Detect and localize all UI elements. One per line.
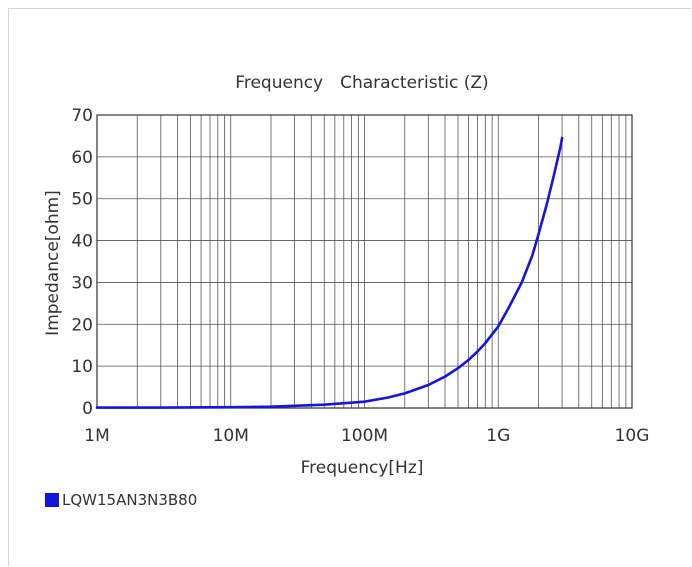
y-tick-label: 40 (71, 232, 93, 252)
y-tick-label: 70 (71, 106, 93, 126)
y-tick-label: 50 (71, 190, 93, 210)
y-tick-label: 30 (71, 273, 93, 293)
chart-title: Frequency Characteristic (Z) (235, 73, 488, 93)
y-tick-label: 0 (82, 399, 93, 419)
series-line-lqw15an3n3b80 (95, 136, 564, 409)
x-tick-label: 10M (213, 426, 249, 446)
legend-swatch (45, 493, 59, 507)
grid (96, 114, 632, 409)
chart-panel (8, 8, 691, 566)
plot-frame (96, 114, 633, 409)
x-tick-label: 100M (341, 426, 388, 446)
x-tick-label: 10G (615, 426, 650, 446)
legend-label: LQW15AN3N3B80 (62, 491, 198, 509)
legend: LQW15AN3N3B80 (45, 491, 197, 509)
x-axis-label: Frequency[Hz] (301, 458, 424, 478)
x-tick-label: 1M (84, 426, 109, 446)
y-tick-label: 10 (71, 357, 93, 377)
tick-labels: 1M 10M 100M 1G 10G 0 10 20 30 40 50 60 70 (71, 106, 649, 446)
y-tick-label: 20 (71, 315, 93, 335)
y-axis-label: Impedance[ohm] (43, 190, 63, 336)
y-tick-label: 60 (71, 148, 93, 168)
x-tick-label: 1G (486, 426, 510, 446)
